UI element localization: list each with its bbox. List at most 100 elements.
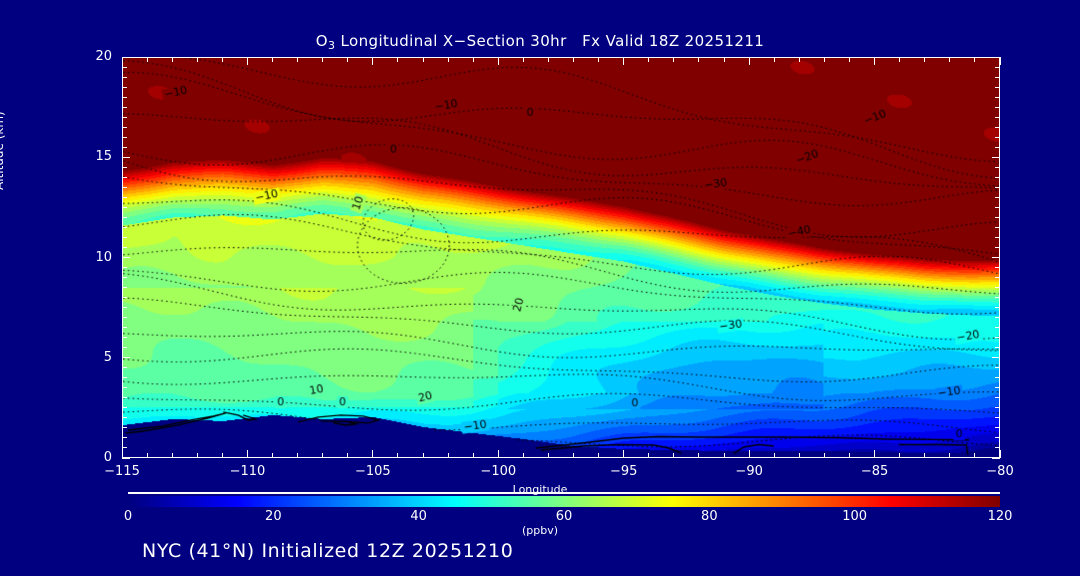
x-axis-minor-tick <box>899 453 901 458</box>
x-axis-minor-tick <box>547 453 549 458</box>
colorbar-units: (ppbv) <box>521 524 559 537</box>
colorbar-tick-label: 80 <box>701 509 718 524</box>
x-axis-minor-tick-top <box>974 57 976 62</box>
x-axis-minor-tick-top <box>422 57 424 62</box>
y-axis-minor-tick-right <box>995 186 1000 188</box>
x-axis-minor-tick-top <box>347 57 349 62</box>
x-axis-minor-tick <box>823 453 825 458</box>
x-axis-minor-tick-top <box>899 57 901 62</box>
x-axis-minor-tick-top <box>297 57 299 62</box>
x-axis-tick-label: −85 <box>860 464 889 479</box>
x-axis-minor-tick <box>472 453 474 458</box>
y-axis-minor-tick <box>122 287 127 289</box>
x-axis-major-tick <box>874 450 876 458</box>
y-axis-minor-tick-right <box>995 417 1000 419</box>
x-axis-minor-tick-top <box>171 57 173 62</box>
x-axis-major-tick-top <box>121 57 123 65</box>
x-axis-minor-tick-top <box>196 57 198 62</box>
x-axis-minor-tick <box>347 453 349 458</box>
x-axis-minor-tick <box>196 453 198 458</box>
colorbar-tick-label: 0 <box>123 509 133 524</box>
y-axis-major-tick-right <box>992 56 1000 58</box>
x-axis-major-tick <box>246 450 248 458</box>
y-axis-tick-label: 20 <box>95 49 112 64</box>
x-axis-minor-tick-top <box>798 57 800 62</box>
y-axis-minor-tick-right <box>995 267 1000 269</box>
y-axis-minor-tick <box>122 447 127 449</box>
x-axis-minor-tick <box>773 453 775 458</box>
y-axis-minor-tick <box>122 297 127 299</box>
x-axis-minor-tick <box>447 453 449 458</box>
y-axis-minor-tick <box>122 66 127 68</box>
x-axis-minor-tick-top <box>472 57 474 62</box>
y-axis-minor-tick <box>122 407 127 409</box>
x-axis-minor-tick-top <box>447 57 449 62</box>
x-axis-major-tick-top <box>246 57 248 65</box>
y-axis-minor-tick-right <box>995 226 1000 228</box>
y-axis-major-tick <box>122 156 130 158</box>
x-axis-minor-tick-top <box>648 57 650 62</box>
y-axis-minor-tick <box>122 427 127 429</box>
y-axis-minor-tick <box>122 397 127 399</box>
y-axis-minor-tick-right <box>995 166 1000 168</box>
y-axis-minor-tick <box>122 337 127 339</box>
x-axis-minor-tick <box>598 453 600 458</box>
title-species-subscript: 3 <box>327 39 336 52</box>
x-axis-minor-tick-top <box>673 57 675 62</box>
y-axis-tick-label: 15 <box>95 149 112 165</box>
x-axis-minor-tick <box>522 453 524 458</box>
y-axis-minor-tick <box>122 417 127 419</box>
x-axis-minor-tick-top <box>221 57 223 62</box>
y-axis-minor-tick-right <box>995 176 1000 178</box>
x-axis-minor-tick-top <box>522 57 524 62</box>
x-axis-minor-tick-top <box>146 57 148 62</box>
y-axis-minor-tick-right <box>995 297 1000 299</box>
x-axis-minor-tick-top <box>924 57 926 62</box>
y-axis-minor-tick <box>122 377 127 379</box>
y-axis-minor-tick-right <box>995 196 1000 198</box>
y-axis-minor-tick-right <box>995 106 1000 108</box>
x-axis-major-tick-top <box>999 57 1001 65</box>
plot-area <box>122 57 1000 458</box>
x-axis-minor-tick-top <box>848 57 850 62</box>
colorbar-tick-label: 100 <box>842 509 868 524</box>
x-axis-minor-tick <box>322 453 324 458</box>
y-axis-minor-tick-right <box>995 277 1000 279</box>
y-axis-minor-tick <box>122 246 127 248</box>
x-axis-minor-tick <box>146 453 148 458</box>
y-axis-minor-tick-right <box>995 86 1000 88</box>
y-axis-minor-tick <box>122 146 127 148</box>
x-axis-major-tick-top <box>748 57 750 65</box>
chart-caption: NYC (41°N) Initialized 12Z 20251210 <box>142 540 514 562</box>
x-axis-minor-tick <box>974 453 976 458</box>
x-axis-minor-tick-top <box>573 57 575 62</box>
x-axis-tick-label: −95 <box>609 464 638 479</box>
y-axis-minor-tick-right <box>995 96 1000 98</box>
y-axis-minor-tick <box>122 166 127 168</box>
y-axis-minor-tick-right <box>995 136 1000 138</box>
title-species: O <box>315 32 328 50</box>
y-axis-major-tick-right <box>992 257 1000 258</box>
y-axis-minor-tick-right <box>995 246 1000 248</box>
colorbar-tick-label: 20 <box>265 509 282 524</box>
x-axis-major-tick <box>748 450 750 458</box>
x-axis-tick-label: −110 <box>229 464 266 479</box>
y-axis-minor-tick-right <box>995 447 1000 449</box>
x-axis-major-tick-top <box>372 57 374 65</box>
x-axis-tick-label: −105 <box>354 464 391 479</box>
y-axis-minor-tick-right <box>995 347 1000 349</box>
y-axis-major-tick-right <box>992 357 1000 359</box>
y-axis-minor-tick <box>122 126 127 128</box>
x-axis-minor-tick <box>221 453 223 458</box>
x-axis-minor-tick-top <box>723 57 725 62</box>
colorbar-tick-label: 40 <box>410 509 427 524</box>
y-axis-minor-tick-right <box>995 307 1000 309</box>
y-axis-minor-tick <box>122 176 127 178</box>
y-axis-minor-tick-right <box>995 206 1000 208</box>
y-axis-minor-tick <box>122 347 127 349</box>
x-axis-minor-tick <box>698 453 700 458</box>
x-axis-minor-tick <box>422 453 424 458</box>
x-axis-minor-tick-top <box>322 57 324 62</box>
title-text: Longitudinal X−Section 30hr Fx Valid 18Z… <box>335 32 765 50</box>
colorbar-top-rule <box>128 492 1000 494</box>
